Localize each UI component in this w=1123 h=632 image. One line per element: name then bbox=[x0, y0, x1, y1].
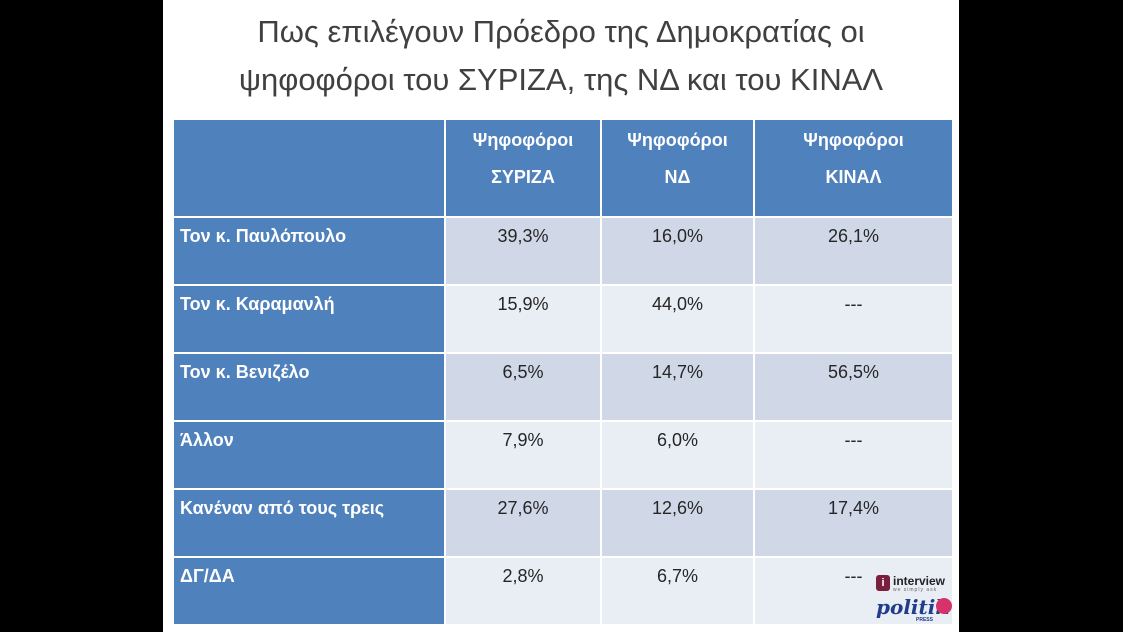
value-cell: --- bbox=[753, 284, 954, 354]
value-cell: 17,4% bbox=[753, 488, 954, 558]
interview-logo: i interview we simply ask bbox=[876, 574, 958, 593]
title-line-1: Πως επιλέγουν Πρόεδρο της Δημοκρατίας οι bbox=[257, 14, 865, 49]
table-row: Άλλον 7,9% 6,0% --- bbox=[172, 420, 954, 490]
value-cell: 6,0% bbox=[600, 420, 755, 490]
header-kinal: Ψηφοφόροι ΚΙΝΑΛ bbox=[753, 118, 954, 218]
table-row: Τον κ. Καραμανλή 15,9% 44,0% --- bbox=[172, 284, 954, 354]
header-nd: Ψηφοφόροι ΝΔ bbox=[600, 118, 755, 218]
value-cell: 12,6% bbox=[600, 488, 755, 558]
row-label: ΔΓ/ΔΑ bbox=[172, 556, 446, 626]
slide: Πως επιλέγουν Πρόεδρο της Δημοκρατίας οι… bbox=[163, 0, 959, 632]
table-row: Κανέναν από τους τρεις 27,6% 12,6% 17,4% bbox=[172, 488, 954, 558]
header-nd-line2: ΝΔ bbox=[664, 167, 691, 187]
row-label: Τον κ. Βενιζέλο bbox=[172, 352, 446, 422]
value-cell: 14,7% bbox=[600, 352, 755, 422]
value-cell: 6,5% bbox=[444, 352, 602, 422]
politik-dot-icon bbox=[936, 598, 952, 614]
row-label: Τον κ. Καραμανλή bbox=[172, 284, 446, 354]
politik-logo: politik PRESS bbox=[876, 594, 958, 624]
table-row: Τον κ. Παυλόπουλο 39,3% 16,0% 26,1% bbox=[172, 216, 954, 286]
value-cell: 6,7% bbox=[600, 556, 755, 626]
value-cell: 26,1% bbox=[753, 216, 954, 286]
value-cell: 27,6% bbox=[444, 488, 602, 558]
value-cell: --- bbox=[753, 420, 954, 490]
politik-wordmark: politik bbox=[876, 595, 950, 619]
header-row: Ψηφοφόροι ΣΥΡΙΖΑ Ψηφοφόροι ΝΔ Ψηφοφόροι … bbox=[172, 118, 954, 218]
table-row: Τον κ. Βενιζέλο 6,5% 14,7% 56,5% bbox=[172, 352, 954, 422]
interview-wordmark: interview bbox=[893, 574, 946, 588]
logos: i interview we simply ask politik PRESS bbox=[876, 574, 958, 626]
slide-title: Πως επιλέγουν Πρόεδρο της Δημοκρατίας οι… bbox=[163, 8, 959, 104]
value-cell: --- bbox=[753, 556, 954, 626]
header-nd-line1: Ψηφοφόροι bbox=[627, 130, 728, 150]
row-label: Τον κ. Παυλόπουλο bbox=[172, 216, 446, 286]
header-syriza: Ψηφοφόροι ΣΥΡΙΖΑ bbox=[444, 118, 602, 218]
header-kinal-line2: ΚΙΝΑΛ bbox=[825, 167, 882, 187]
row-label: Άλλον bbox=[172, 420, 446, 490]
value-cell: 7,9% bbox=[444, 420, 602, 490]
value-cell: 39,3% bbox=[444, 216, 602, 286]
header-syriza-line2: ΣΥΡΙΖΑ bbox=[491, 167, 555, 187]
table-row: ΔΓ/ΔΑ 2,8% 6,7% --- bbox=[172, 556, 954, 626]
value-cell: 15,9% bbox=[444, 284, 602, 354]
title-line-2: ψηφοφόροι του ΣΥΡΙΖΑ, της ΝΔ και του ΚΙΝ… bbox=[238, 62, 884, 97]
politik-press-label: PRESS bbox=[916, 617, 933, 623]
results-table: Ψηφοφόροι ΣΥΡΙΖΑ Ψηφοφόροι ΝΔ Ψηφοφόροι … bbox=[172, 118, 954, 626]
interview-badge-icon: i bbox=[876, 575, 890, 591]
value-cell: 44,0% bbox=[600, 284, 755, 354]
interview-tagline: we simply ask bbox=[893, 587, 938, 593]
value-cell: 16,0% bbox=[600, 216, 755, 286]
header-kinal-line1: Ψηφοφόροι bbox=[803, 130, 904, 150]
header-corner-cell bbox=[172, 118, 446, 218]
header-syriza-line1: Ψηφοφόροι bbox=[472, 130, 574, 150]
value-cell: 2,8% bbox=[444, 556, 602, 626]
row-label: Κανέναν από τους τρεις bbox=[172, 488, 446, 558]
value-cell: 56,5% bbox=[753, 352, 954, 422]
